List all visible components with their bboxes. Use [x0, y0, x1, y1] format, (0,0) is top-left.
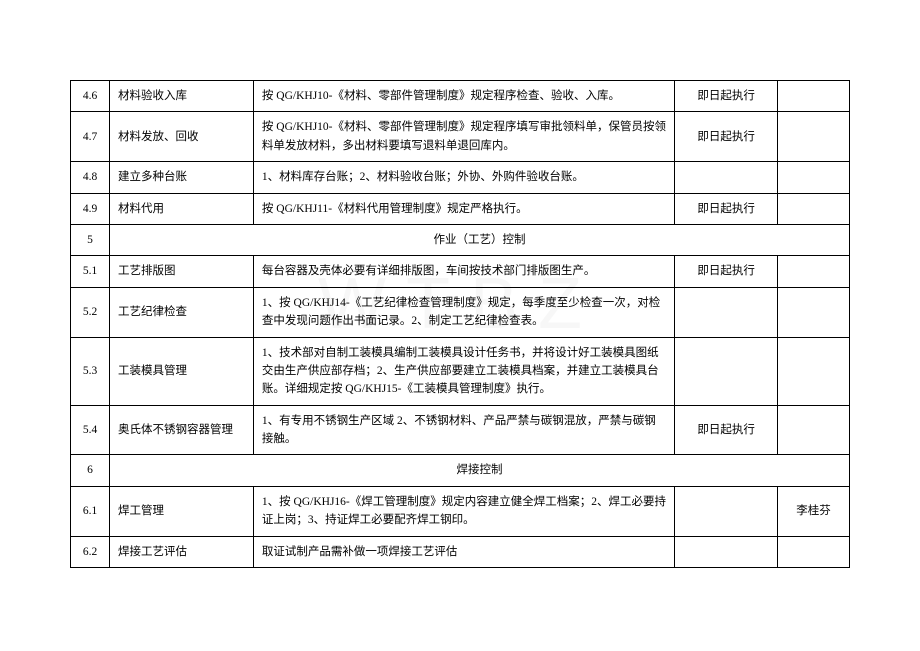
cell-status: 即日起执行 — [675, 405, 778, 455]
cell-item: 材料代用 — [110, 193, 254, 224]
table-row: 6.2 焊接工艺评估 取证试制产品需补做一项焊接工艺评估 — [71, 536, 850, 567]
cell-desc: 1、有专用不锈钢生产区域 2、不锈钢材料、产品严禁与碳钢混放，严禁与碳钢接触。 — [253, 405, 674, 455]
table-row: 5.2 工艺纪律检查 1、按 QG/KHJ14-《工艺纪律检查管理制度》规定，每… — [71, 287, 850, 337]
table-row: 4.9 材料代用 按 QG/KHJ11-《材料代用管理制度》规定严格执行。 即日… — [71, 193, 850, 224]
cell-status — [675, 287, 778, 337]
cell-num: 4.7 — [71, 112, 110, 162]
cell-desc: 1、技术部对自制工装模具编制工装模具设计任务书，并将设计好工装模具图纸交由生产供… — [253, 337, 674, 405]
cell-desc: 1、按 QG/KHJ16-《焊工管理制度》规定内容建立健全焊工档案；2、焊工必要… — [253, 486, 674, 536]
cell-person — [778, 112, 850, 162]
table-row: 5.1 工艺排版图 每台容器及壳体必要有详细排版图，车间按技术部门排版图生产。 … — [71, 256, 850, 287]
cell-status — [675, 337, 778, 405]
section-title: 作业（工艺）控制 — [110, 224, 850, 255]
cell-status — [675, 486, 778, 536]
cell-item: 焊接工艺评估 — [110, 536, 254, 567]
cell-num: 5 — [71, 224, 110, 255]
cell-desc: 1、按 QG/KHJ14-《工艺纪律检查管理制度》规定，每季度至少检查一次，对检… — [253, 287, 674, 337]
cell-person — [778, 81, 850, 112]
cell-item: 焊工管理 — [110, 486, 254, 536]
table-row: 4.7 材料发放、回收 按 QG/KHJ10-《材料、零部件管理制度》规定程序填… — [71, 112, 850, 162]
cell-num: 4.9 — [71, 193, 110, 224]
cell-status: 即日起执行 — [675, 81, 778, 112]
cell-person — [778, 256, 850, 287]
cell-desc: 按 QG/KHJ10-《材料、零部件管理制度》规定程序填写审批领料单，保管员按领… — [253, 112, 674, 162]
cell-item: 建立多种台账 — [110, 162, 254, 193]
cell-item: 工装模具管理 — [110, 337, 254, 405]
cell-person — [778, 162, 850, 193]
cell-item: 奥氏体不锈钢容器管理 — [110, 405, 254, 455]
cell-item: 材料发放、回收 — [110, 112, 254, 162]
table-body: 4.6 材料验收入库 按 QG/KHJ10-《材料、零部件管理制度》规定程序检查… — [71, 81, 850, 568]
cell-status: 即日起执行 — [675, 193, 778, 224]
cell-person — [778, 405, 850, 455]
cell-num: 5.4 — [71, 405, 110, 455]
cell-num: 4.8 — [71, 162, 110, 193]
cell-num: 6.2 — [71, 536, 110, 567]
cell-status: 即日起执行 — [675, 256, 778, 287]
cell-num: 5.3 — [71, 337, 110, 405]
cell-desc: 按 QG/KHJ10-《材料、零部件管理制度》规定程序检查、验收、入库。 — [253, 81, 674, 112]
table-row: 4.8 建立多种台账 1、材料库存台账；2、材料验收台账；外协、外购件验收台账。 — [71, 162, 850, 193]
cell-person: 李桂芬 — [778, 486, 850, 536]
table-row: 5.4 奥氏体不锈钢容器管理 1、有专用不锈钢生产区域 2、不锈钢材料、产品严禁… — [71, 405, 850, 455]
cell-person — [778, 536, 850, 567]
cell-person — [778, 287, 850, 337]
cell-desc: 按 QG/KHJ11-《材料代用管理制度》规定严格执行。 — [253, 193, 674, 224]
cell-item: 材料验收入库 — [110, 81, 254, 112]
table-row: 5.3 工装模具管理 1、技术部对自制工装模具编制工装模具设计任务书，并将设计好… — [71, 337, 850, 405]
cell-status: 即日起执行 — [675, 112, 778, 162]
section-header-row: 5 作业（工艺）控制 — [71, 224, 850, 255]
cell-desc: 取证试制产品需补做一项焊接工艺评估 — [253, 536, 674, 567]
section-title: 焊接控制 — [110, 455, 850, 486]
cell-status — [675, 162, 778, 193]
cell-item: 工艺排版图 — [110, 256, 254, 287]
cell-item: 工艺纪律检查 — [110, 287, 254, 337]
cell-desc: 1、材料库存台账；2、材料验收台账；外协、外购件验收台账。 — [253, 162, 674, 193]
section-header-row: 6 焊接控制 — [71, 455, 850, 486]
cell-person — [778, 337, 850, 405]
table-row: 4.6 材料验收入库 按 QG/KHJ10-《材料、零部件管理制度》规定程序检查… — [71, 81, 850, 112]
cell-num: 5.1 — [71, 256, 110, 287]
cell-person — [778, 193, 850, 224]
cell-desc: 每台容器及壳体必要有详细排版图，车间按技术部门排版图生产。 — [253, 256, 674, 287]
cell-num: 4.6 — [71, 81, 110, 112]
cell-status — [675, 536, 778, 567]
table-row: 6.1 焊工管理 1、按 QG/KHJ16-《焊工管理制度》规定内容建立健全焊工… — [71, 486, 850, 536]
process-control-table: 4.6 材料验收入库 按 QG/KHJ10-《材料、零部件管理制度》规定程序检查… — [70, 80, 850, 568]
cell-num: 6.1 — [71, 486, 110, 536]
cell-num: 5.2 — [71, 287, 110, 337]
cell-num: 6 — [71, 455, 110, 486]
